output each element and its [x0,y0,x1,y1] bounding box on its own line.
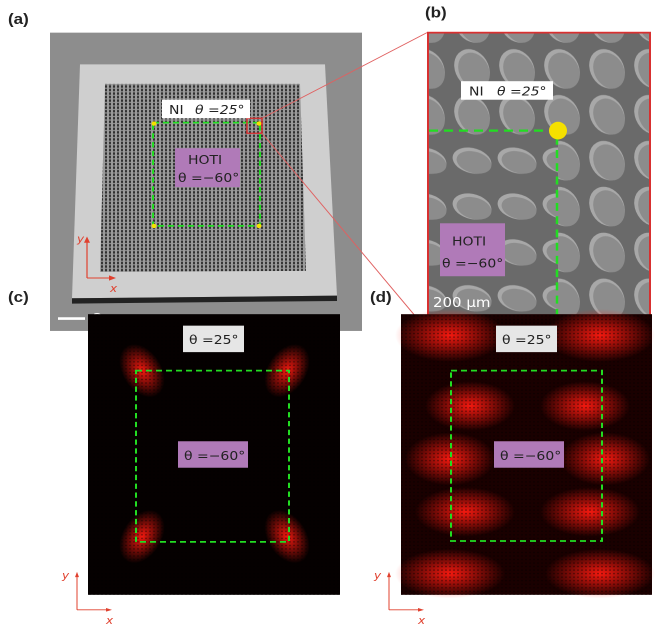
outer-angle-box [183,325,244,353]
ni-angle: θ =25° [497,85,547,99]
corner-dot [256,223,262,229]
zoom-connector-line [261,32,428,119]
panel-label-d: (d) [370,289,392,306]
corner-dot [256,121,262,126]
axis-x-label: x [105,615,113,627]
outer-angle-box [496,325,557,353]
panel-label-a: (a) [8,11,29,28]
axis-x-label: x [417,615,425,627]
panel-c-field-map: θ =25° θ =−60° [88,314,340,595]
panel-d-field-map: θ =25° θ =−60° [395,308,655,599]
panel-label-c: (c) [8,289,29,306]
zoom-connector-line [261,132,428,331]
outer-angle: θ =25° [502,334,552,348]
inner-angle-box [494,441,564,468]
ni-label-box [162,99,250,119]
axes-icon [387,571,424,612]
inner-angle: θ =−60° [184,449,245,463]
corner-dot [549,121,567,140]
axis-y-label: y [76,233,84,245]
hoti-label-box [440,223,505,277]
panel-label-b: (b) [425,5,447,22]
axis-y-label: y [373,570,381,582]
ni-label-box [461,81,553,100]
hoti-label: HOTI [452,235,486,249]
outer-angle: θ =25° [189,334,239,348]
hoti-angle: θ =−60° [442,257,503,271]
axes-icon [84,236,116,281]
hoti-angle: θ =−60° [178,172,239,186]
axis-y-label: y [61,570,69,582]
corner-dot [151,223,157,229]
inner-angle-box [178,441,248,468]
ni-label: NI [469,85,484,99]
inner-angle: θ =−60° [500,449,561,463]
hoti-label: HOTI [188,154,222,168]
zoom-region-box [246,117,263,134]
hoti-boundary-dashed-box [450,369,603,542]
hoti-boundary-dashed-box [152,121,261,227]
scale-bar-label: 200 μm [433,296,490,311]
ni-angle: θ =25° [195,104,245,118]
hoti-boundary-dashed-box [135,369,290,543]
ni-label: NI [169,104,184,118]
axis-x-label: x [109,283,117,295]
hoti-label-box [175,148,240,188]
panel-b-sem-zoom: NI θ =25° HOTI θ =−60° 200 μm [427,31,651,331]
axes-icon [75,571,112,612]
corner-dot [151,121,157,126]
panel-a-photo: NI θ =25° HOTI θ =−60° y x 2 mm [50,32,362,331]
